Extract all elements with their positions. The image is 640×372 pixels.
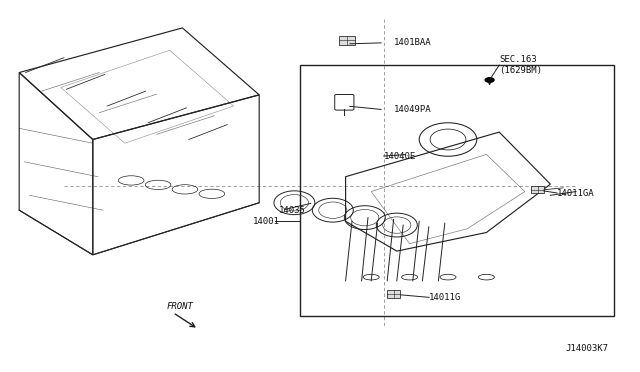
Text: 14001: 14001	[253, 217, 280, 226]
Text: 14011G: 14011G	[429, 293, 461, 302]
Text: J14003K7: J14003K7	[565, 344, 608, 353]
Text: 14011GA: 14011GA	[557, 189, 595, 198]
Text: 14049PA: 14049PA	[394, 105, 431, 114]
Text: 14040E: 14040E	[384, 152, 416, 161]
Text: SEC.163
(1629BM): SEC.163 (1629BM)	[499, 55, 542, 75]
Text: 14035: 14035	[278, 206, 305, 215]
Text: 1401BAA: 1401BAA	[394, 38, 431, 47]
Bar	[387, 290, 400, 298]
Text: FRONT: FRONT	[166, 302, 193, 311]
Bar	[339, 36, 355, 45]
Bar	[300, 65, 614, 316]
Circle shape	[484, 77, 495, 83]
Bar	[531, 186, 544, 193]
